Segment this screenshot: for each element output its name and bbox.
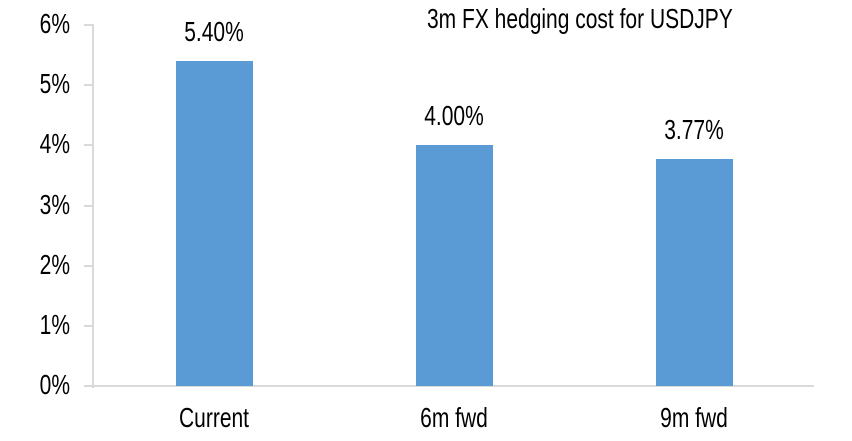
y-axis-tick xyxy=(84,144,92,147)
bar-data-label: 4.00% xyxy=(424,101,484,132)
y-axis-tick xyxy=(84,385,92,387)
bar-6m-fwd xyxy=(415,145,493,386)
y-axis-line xyxy=(92,24,94,388)
bar-data-label: 5.40% xyxy=(184,17,244,48)
y-axis-tick xyxy=(84,24,92,26)
y-axis-tick-label: 6% xyxy=(39,9,70,40)
y-axis-tick xyxy=(84,84,92,87)
x-axis-category-label: 9m fwd xyxy=(660,403,728,434)
y-axis-tick xyxy=(84,204,92,207)
y-axis-tick-label: 0% xyxy=(39,370,70,401)
y-axis-tick-label: 4% xyxy=(39,129,70,160)
y-axis-tick-label: 5% xyxy=(39,69,70,100)
bar-current xyxy=(175,61,253,386)
y-axis-tick xyxy=(84,324,92,327)
y-axis-tick-label: 3% xyxy=(39,189,70,220)
x-axis-category-label: 6m fwd xyxy=(420,403,488,434)
x-axis-category-label: Current xyxy=(178,403,250,434)
y-axis-tick-label: 1% xyxy=(39,310,70,341)
bar-9m-fwd xyxy=(655,159,733,386)
bar-data-label: 3.77% xyxy=(664,115,724,146)
x-axis-line xyxy=(84,385,814,387)
y-axis-tick-label: 2% xyxy=(39,250,70,280)
y-axis-tick xyxy=(84,264,92,267)
chart-title: 3m FX hedging cost for USDJPY xyxy=(427,4,733,35)
